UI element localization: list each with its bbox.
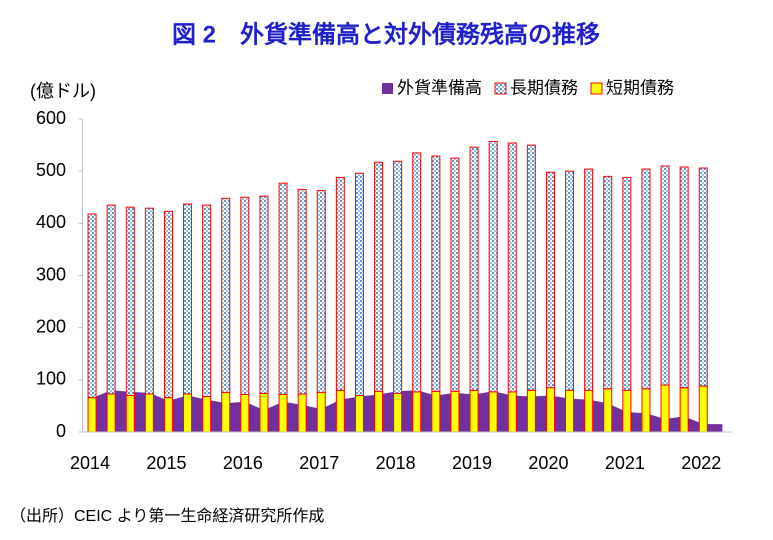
bar — [622, 176, 632, 391]
legend-label: 短期債務 — [606, 78, 674, 97]
y-tick-label: 200 — [36, 316, 66, 336]
legend-label: 外貨準備高 — [397, 78, 482, 97]
bar — [183, 203, 193, 395]
bar — [374, 390, 384, 433]
bar — [450, 390, 460, 433]
bar — [603, 388, 613, 433]
bar — [335, 389, 345, 433]
bar — [679, 387, 689, 433]
bar — [603, 175, 613, 390]
bar — [507, 391, 517, 433]
bar — [202, 396, 212, 433]
bar — [431, 155, 441, 392]
bar — [622, 389, 632, 433]
bar — [393, 160, 403, 394]
x-tick-label: 2020 — [528, 453, 568, 473]
bar — [354, 394, 364, 433]
bar — [259, 392, 269, 433]
bar — [679, 166, 689, 389]
bar — [316, 391, 326, 433]
bar — [354, 172, 364, 396]
bar — [87, 213, 97, 399]
bar — [641, 388, 651, 433]
y-axis-label: (億ドル) — [30, 81, 96, 101]
bar — [393, 392, 403, 433]
bar — [431, 390, 441, 433]
bar — [565, 389, 575, 433]
bar — [412, 391, 422, 433]
bar — [641, 168, 651, 390]
x-tick-label: 2014 — [70, 453, 110, 473]
bar — [125, 206, 135, 396]
bar — [221, 391, 231, 433]
bar — [335, 176, 345, 391]
x-tick-label: 2022 — [681, 453, 721, 473]
bar — [545, 387, 555, 433]
bar — [488, 140, 498, 393]
bar — [565, 170, 575, 391]
bar — [545, 171, 555, 389]
x-tick-label: 2016 — [223, 453, 263, 473]
bar — [297, 188, 307, 395]
bar — [698, 385, 708, 433]
bar — [469, 389, 479, 433]
bar — [87, 397, 97, 433]
bar — [488, 391, 498, 433]
x-tick-label: 2019 — [452, 453, 492, 473]
y-tick-label: 400 — [36, 212, 66, 232]
bar — [106, 204, 116, 395]
source-note: （出所）CEIC より第一生命経済研究所作成 — [10, 507, 324, 525]
bar — [526, 144, 536, 391]
legend-swatch — [590, 82, 603, 95]
y-tick-label: 500 — [36, 160, 66, 180]
x-tick-label: 2018 — [376, 453, 416, 473]
bar — [163, 210, 173, 399]
bar — [144, 393, 154, 433]
legend-label: 長期債務 — [510, 78, 578, 97]
bar — [469, 146, 479, 391]
bar — [698, 167, 708, 387]
bar — [259, 195, 269, 394]
bar — [297, 393, 307, 433]
bar — [660, 165, 670, 386]
bar — [316, 189, 326, 393]
bar — [125, 394, 135, 433]
bar — [526, 389, 536, 433]
bar — [660, 384, 670, 433]
y-tick-label: 100 — [36, 369, 66, 389]
bar — [144, 207, 154, 395]
bar — [584, 168, 594, 391]
bar — [450, 157, 460, 392]
bar — [278, 182, 288, 395]
bar — [183, 393, 193, 433]
bar — [202, 204, 212, 398]
legend-swatch — [382, 83, 393, 94]
chart-title: 図 2 外貨準備高と対外債務残高の推移 — [172, 20, 600, 48]
bar — [584, 389, 594, 433]
area — [92, 390, 723, 432]
bar — [163, 397, 173, 433]
bar — [240, 393, 250, 433]
legend-swatch — [494, 82, 507, 95]
bar — [240, 196, 250, 395]
y-tick-label: 600 — [36, 108, 66, 128]
bar — [278, 393, 288, 433]
y-tick-label: 300 — [36, 264, 66, 284]
bar — [374, 161, 384, 392]
bar — [412, 152, 422, 393]
x-tick-label: 2015 — [146, 453, 186, 473]
y-tick-label: 0 — [56, 421, 66, 441]
x-tick-label: 2017 — [299, 453, 339, 473]
bar — [507, 142, 517, 393]
bar — [221, 197, 231, 393]
bar — [106, 393, 116, 433]
x-tick-label: 2021 — [605, 453, 645, 473]
